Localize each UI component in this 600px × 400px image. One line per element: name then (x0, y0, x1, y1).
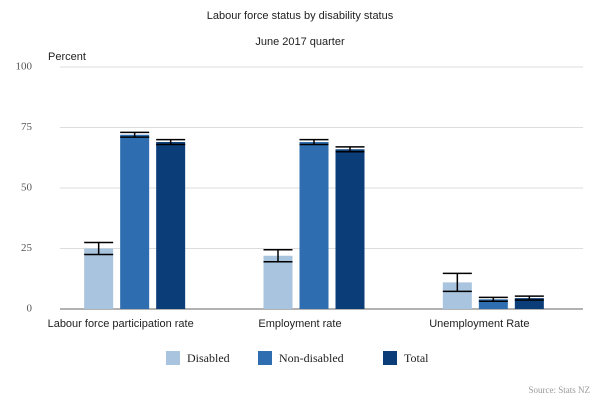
bar (514, 298, 544, 309)
y-tick-label: 0 (27, 303, 33, 315)
y-axis-label: Percent (48, 51, 86, 63)
legend-swatch (166, 351, 180, 365)
legend-label: Disabled (187, 351, 230, 365)
y-tick-label: 100 (16, 61, 33, 73)
y-tick-label: 50 (21, 182, 33, 194)
x-tick-label: Employment rate (258, 318, 341, 330)
x-tick-label: Labour force participation rate (48, 318, 194, 330)
chart-subtitle: June 2017 quarter (255, 36, 345, 48)
chart-title: Labour force status by disability status (207, 10, 394, 22)
bar (478, 299, 508, 309)
legend-label: Non-disabled (279, 351, 344, 365)
bar (84, 248, 114, 309)
x-tick-label: Unemployment Rate (429, 318, 529, 330)
bar (335, 149, 365, 309)
legend-label: Total (404, 351, 429, 365)
y-tick-label: 25 (21, 242, 33, 254)
legend-swatch (258, 351, 272, 365)
bar (156, 142, 186, 309)
y-tick-label: 75 (21, 121, 33, 133)
source: Source: Stats NZ (529, 385, 591, 395)
bar (263, 255, 293, 309)
legend-swatch (383, 351, 397, 365)
bar (299, 142, 329, 309)
bar (120, 134, 150, 309)
